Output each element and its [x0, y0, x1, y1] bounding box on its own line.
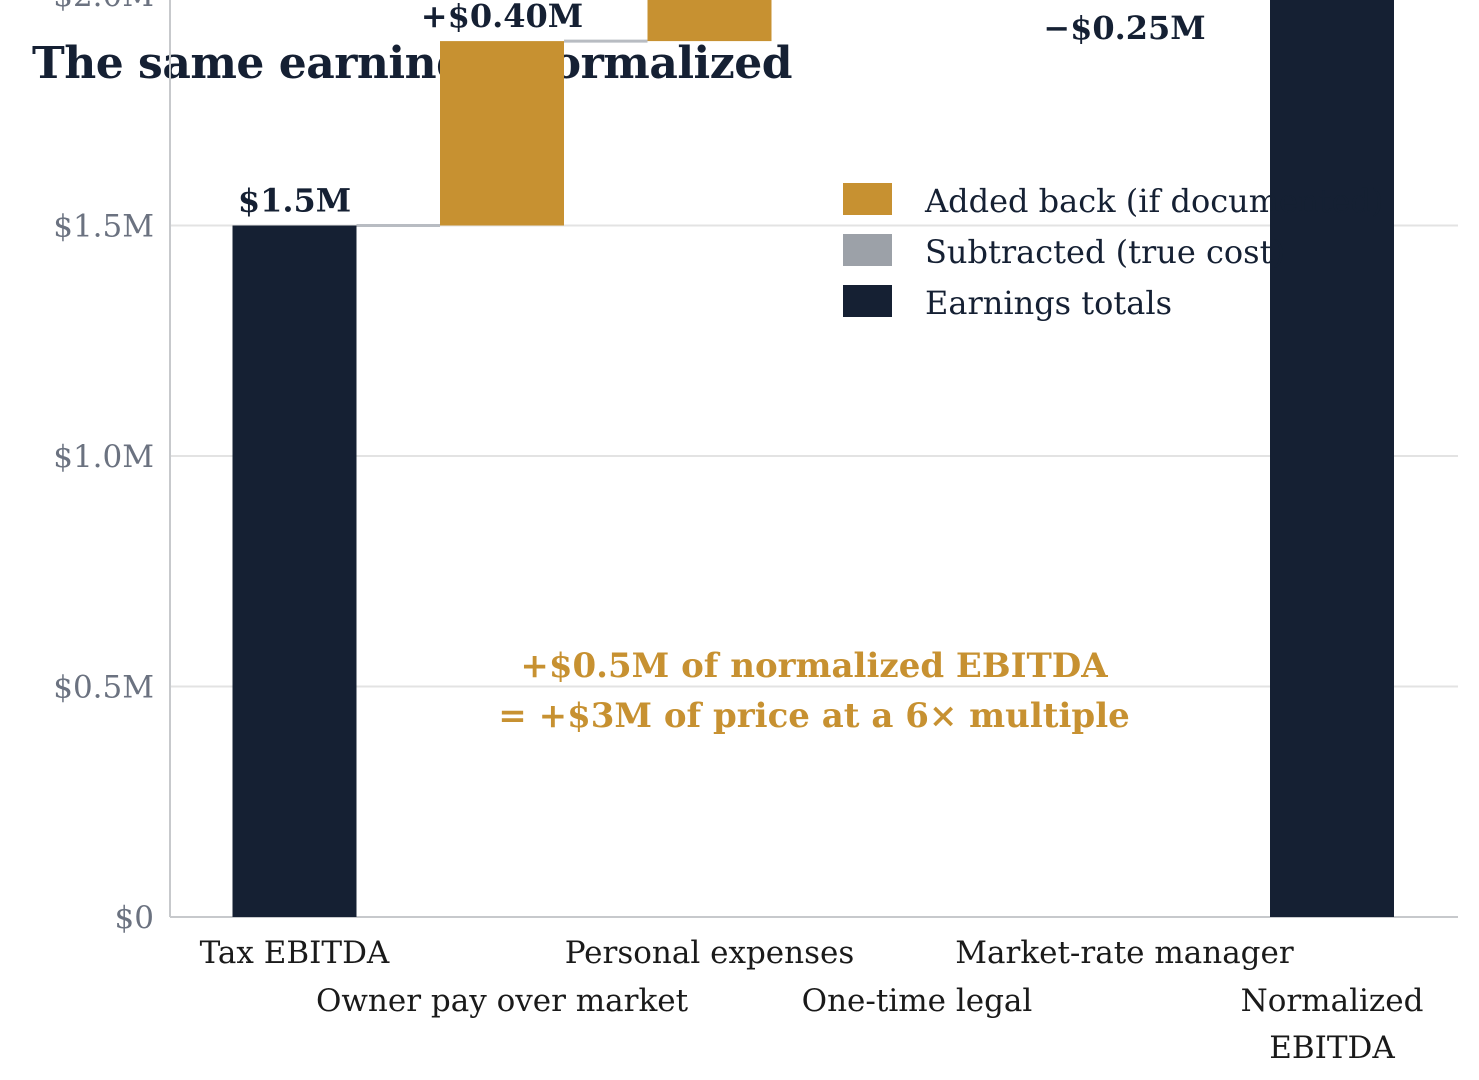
- x-category-label: Personal expenses: [565, 935, 855, 971]
- y-tick-label: $1.5M: [53, 209, 154, 245]
- bar-total: [232, 225, 357, 917]
- y-tick-label: $2.0M: [53, 0, 154, 14]
- bar-add: [440, 41, 564, 226]
- legend-label: Subtracted (true cost): [925, 233, 1285, 271]
- legend-swatch-subtract: [843, 234, 892, 266]
- x-category-label: Owner pay over market: [316, 983, 689, 1019]
- legend-swatch-total: [843, 285, 892, 317]
- y-tick-label: $0: [115, 900, 154, 936]
- x-category-label: Market-rate manager: [955, 935, 1294, 971]
- data-label: +$0.40M: [421, 0, 583, 35]
- x-category-label: One-time legal: [802, 983, 1033, 1019]
- bar-total: [1270, 0, 1394, 917]
- x-category-label: Normalized EBITDA: [1241, 983, 1424, 1066]
- chart-title: The same earnings, normalized: [32, 38, 793, 89]
- legend-label: Earnings totals: [925, 284, 1172, 322]
- legend-label: Added back (if documented): [924, 182, 1383, 220]
- data-label: −$0.25M: [1043, 9, 1205, 47]
- bar-add: [647, 0, 772, 42]
- y-tick-label: $1.0M: [53, 439, 154, 475]
- annotation-line: = +$3M of price at a 6× multiple: [498, 696, 1130, 736]
- data-label: $1.5M: [238, 182, 351, 220]
- y-tick-label: $0.5M: [53, 670, 154, 706]
- annotation-line: +$0.5M of normalized EBITDA: [520, 646, 1108, 686]
- legend-swatch-add: [843, 183, 892, 215]
- x-category-label: Tax EBITDA: [200, 935, 390, 971]
